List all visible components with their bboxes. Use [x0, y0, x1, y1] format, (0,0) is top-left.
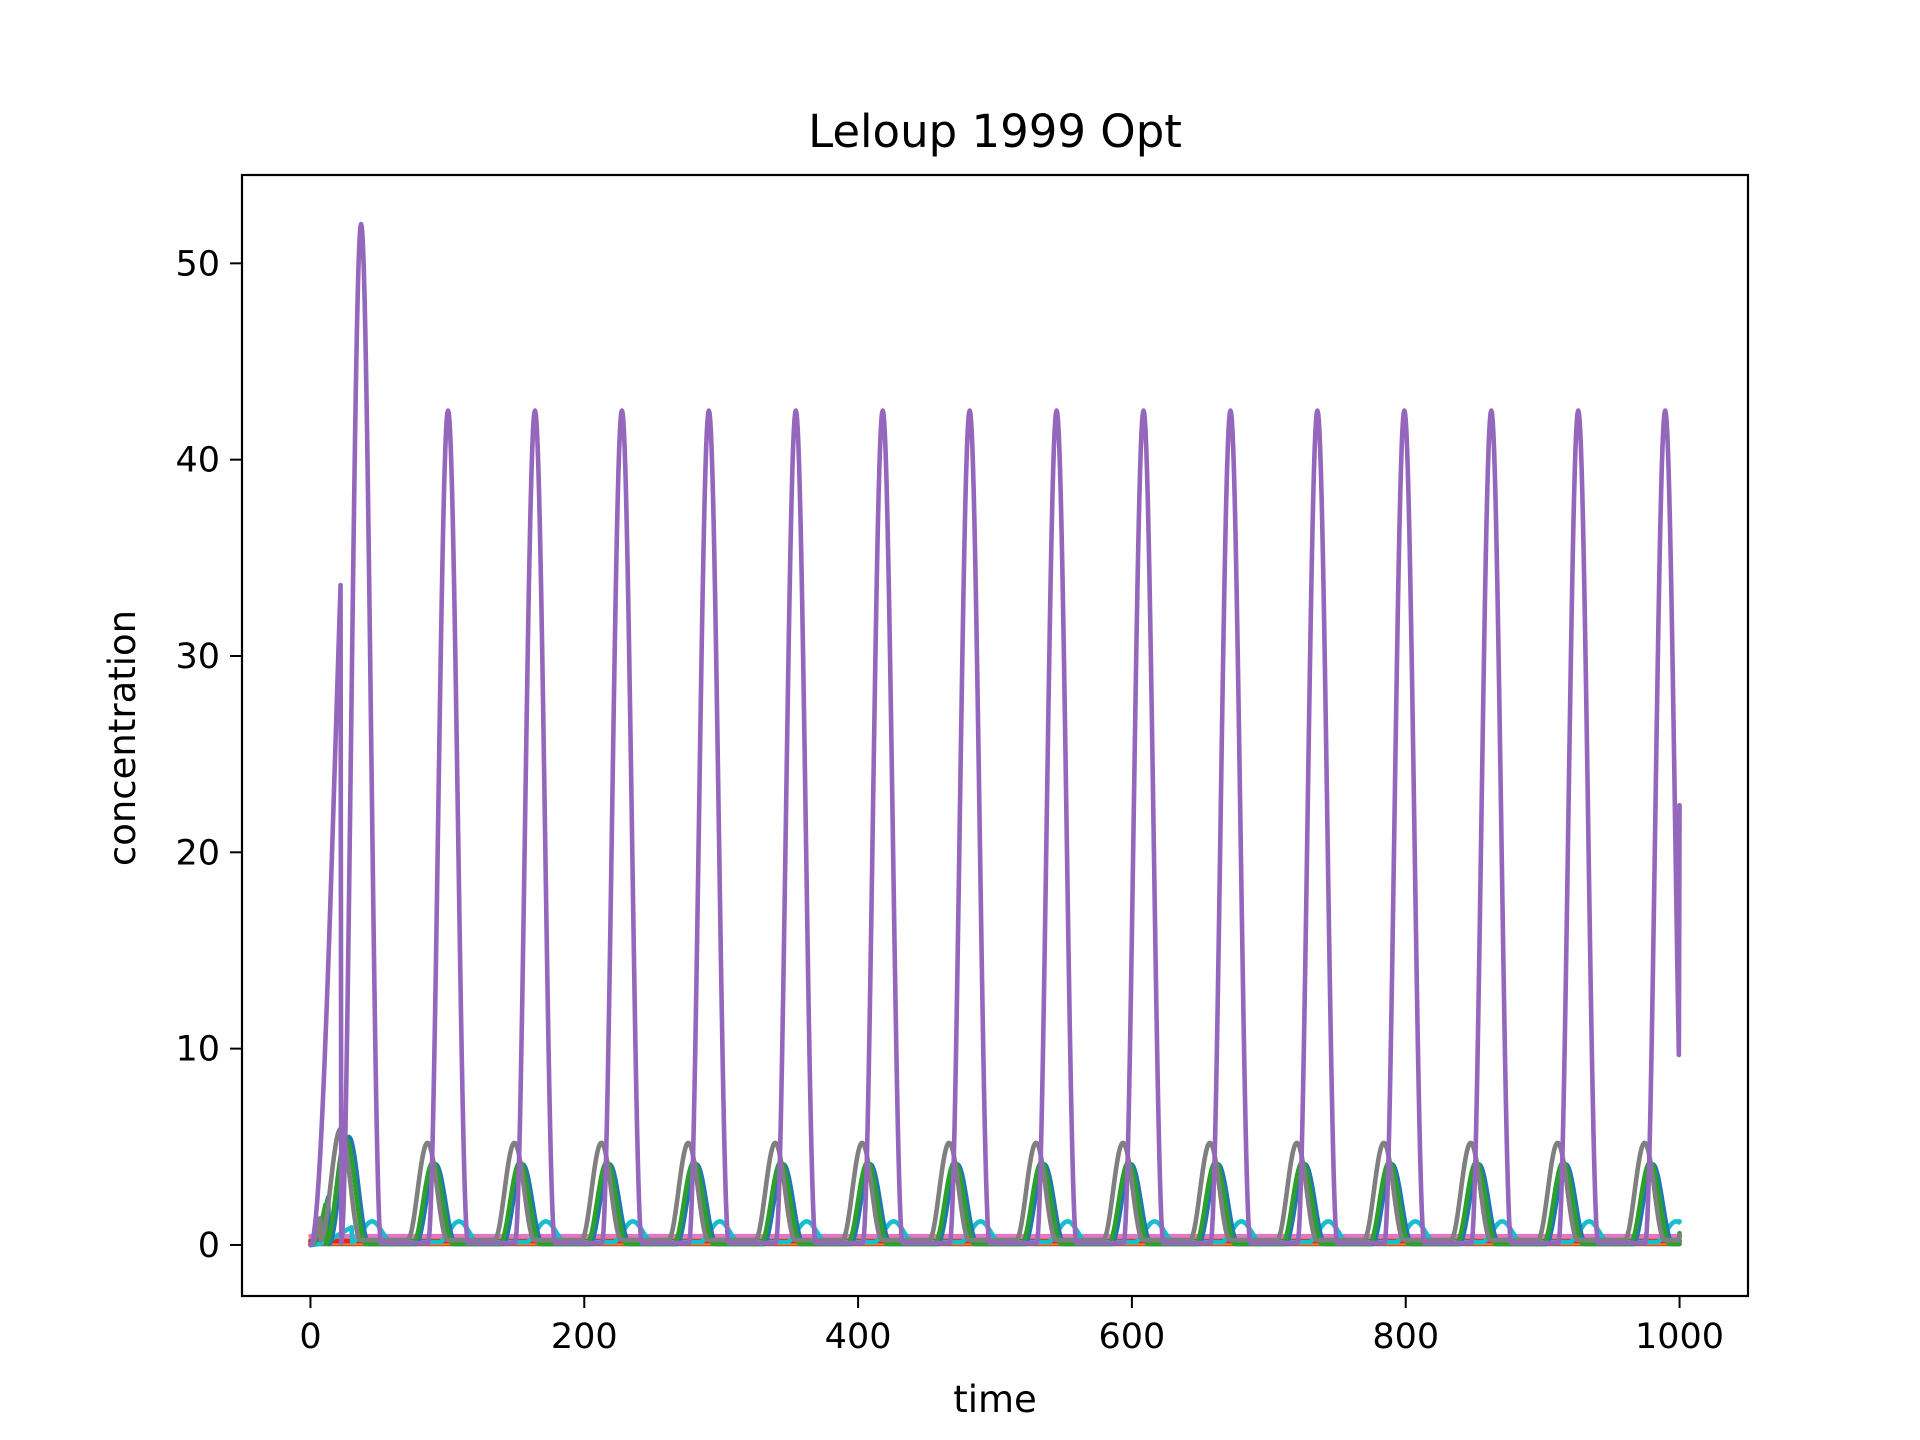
y-tick-label: 20 — [175, 833, 220, 873]
x-axis-label: time — [953, 1378, 1037, 1421]
y-axis: 0 10 20 30 40 50 — [175, 244, 242, 1266]
series-line — [308, 221, 1682, 1248]
y-tick-label: 30 — [175, 637, 220, 677]
y-axis-label: concentration — [101, 610, 144, 866]
series-layer — [308, 221, 1682, 1248]
y-tick-label: 0 — [198, 1226, 220, 1266]
plot-frame — [240, 173, 1750, 1298]
chart-title: Leloup 1999 Opt — [808, 105, 1182, 158]
x-tick-label: 600 — [1099, 1317, 1166, 1357]
x-tick-label: 400 — [825, 1317, 892, 1357]
x-tick-label: 200 — [551, 1317, 618, 1357]
y-tick-label: 50 — [175, 244, 220, 284]
x-tick-label: 800 — [1372, 1317, 1439, 1357]
y-tick-label: 10 — [175, 1030, 220, 1070]
x-tick-label: 0 — [299, 1317, 321, 1357]
y-tick-label: 40 — [175, 441, 220, 481]
x-tick-label: 1000 — [1635, 1317, 1724, 1357]
x-axis: 0 200 400 600 800 1000 — [299, 1296, 1724, 1357]
series-line — [308, 1126, 1682, 1248]
